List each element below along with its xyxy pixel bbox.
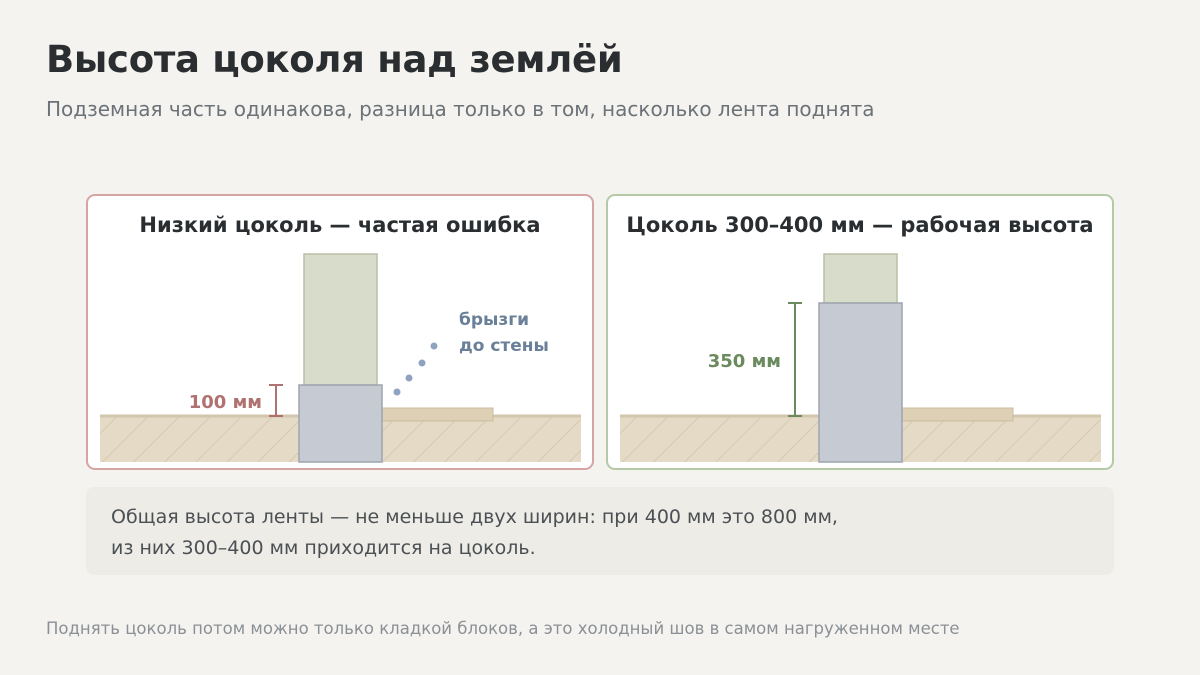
plinth-height-label: 100 мм [189,392,262,413]
plinth-height-label: 350 мм [708,351,781,372]
splash-dots [393,342,438,396]
footer-note: Поднять цоколь потом можно только кладко… [46,619,960,638]
wall [303,253,378,386]
good-plinth-panel: Цоколь 300–400 мм — рабочая высота 350 м… [606,194,1114,470]
low-plinth-panel: Низкий цоколь — частая ошибка 100 мм бры… [86,194,594,470]
splash-label-line1: брызги [459,310,529,330]
splash-label-line2: до стены [459,336,549,356]
plinth-height-dimension [269,384,283,417]
blind-area [381,407,494,422]
note-box: Общая высота ленты — не меньше двух шири… [86,487,1114,575]
note-line-2: из них 300–400 мм приходится на цоколь. [111,537,536,559]
page-title: Высота цоколя над землёй [46,38,623,81]
foundation-strip [298,384,383,463]
note-line-1: Общая высота ленты — не меньше двух шири… [111,506,838,528]
low-plinth-title: Низкий цоколь — частая ошибка [139,213,541,237]
foundation-strip [818,302,903,463]
plinth-height-dimension [788,302,802,417]
wall [823,253,898,304]
blind-area [901,407,1014,422]
good-plinth-diagram: 350 мм [620,253,1101,463]
page-subtitle: Подземная часть одинакова, разница тольк… [46,97,875,121]
good-plinth-title: Цоколь 300–400 мм — рабочая высота [626,213,1094,237]
low-plinth-diagram: 100 мм брызги до стены [100,253,581,463]
